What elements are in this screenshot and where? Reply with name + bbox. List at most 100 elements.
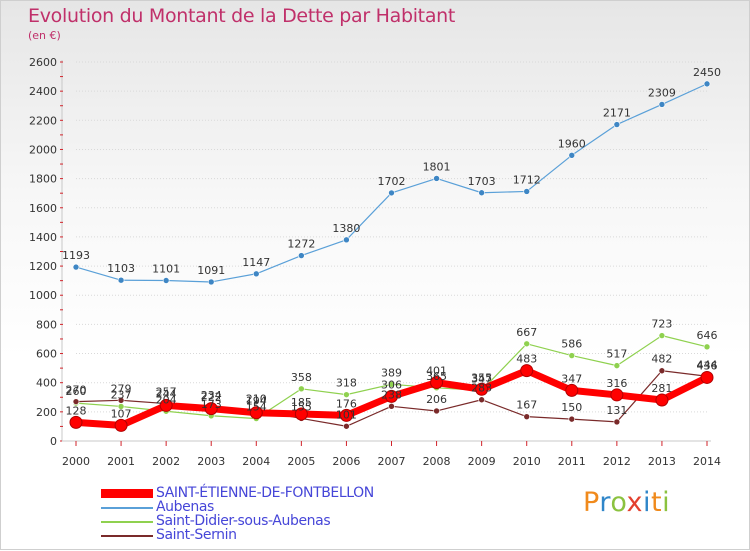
data-point: [613, 418, 621, 426]
chart-subtitle: (en €): [28, 29, 61, 42]
data-point: [298, 252, 305, 259]
data-point: [613, 362, 621, 369]
data-label: 204: [156, 393, 177, 406]
y-tick-label: 800: [36, 318, 57, 331]
data-label: 244: [156, 387, 177, 400]
x-tick-label: 2004: [242, 455, 270, 468]
data-point: [249, 406, 263, 420]
data-point: [433, 175, 440, 182]
data-label: 154: [246, 401, 267, 414]
data-label: 238: [381, 388, 402, 401]
x-tick-label: 2006: [332, 455, 360, 468]
data-label: 206: [426, 393, 447, 406]
data-label: 482: [651, 353, 672, 366]
data-point: [658, 367, 666, 375]
proxiti-logo: Proxiti: [583, 487, 671, 518]
y-tick-label: 2000: [29, 143, 57, 156]
data-label: 358: [291, 371, 312, 384]
data-point: [69, 415, 83, 429]
data-label: 389: [381, 366, 402, 379]
data-point: [613, 121, 621, 128]
data-label: 194: [246, 395, 267, 408]
data-point: [385, 389, 398, 403]
data-label: 279: [111, 382, 132, 395]
data-label: 1147: [242, 256, 270, 269]
data-point: [204, 402, 218, 416]
data-label: 667: [516, 326, 537, 339]
y-tick-label: 2400: [29, 85, 57, 98]
data-label: 347: [561, 372, 582, 385]
legend-item: Saint-Sernin: [101, 527, 441, 543]
y-tick-label: 1200: [29, 260, 57, 273]
data-label: 237: [111, 388, 132, 401]
data-label: 483: [516, 353, 537, 366]
data-label: 131: [606, 404, 627, 417]
data-label: 306: [381, 378, 402, 391]
y-tick-label: 1000: [29, 289, 57, 302]
data-point: [339, 408, 353, 422]
data-label: 281: [651, 382, 672, 395]
x-tick-label: 2009: [468, 455, 496, 468]
data-point: [568, 352, 576, 359]
data-label: 128: [66, 404, 87, 417]
y-tick-label: 400: [36, 377, 57, 390]
legend-swatch: [101, 521, 153, 523]
data-label: 1091: [197, 264, 225, 277]
data-label: 107: [111, 407, 132, 420]
data-label: 167: [516, 399, 537, 412]
data-label: 1272: [287, 238, 315, 251]
data-label: 173: [201, 398, 222, 411]
legend-label: Saint-Sernin: [156, 527, 237, 543]
y-tick-label: 1400: [29, 231, 57, 244]
data-label: 1960: [558, 137, 586, 150]
data-label: 185: [291, 396, 312, 409]
x-tick-label: 2001: [107, 455, 135, 468]
data-label: 270: [66, 384, 87, 397]
data-point: [162, 277, 170, 284]
legend-label: Saint-Didier-sous-Aubenas: [156, 513, 331, 529]
data-label: 260: [66, 385, 87, 398]
data-label: 150: [561, 401, 582, 414]
data-label: 1101: [152, 263, 180, 276]
x-tick-label: 2013: [648, 455, 676, 468]
chart-title: Evolution du Montant de la Dette par Hab…: [28, 5, 456, 27]
y-tick-label: 0: [50, 435, 57, 448]
data-point: [207, 278, 215, 286]
data-point: [117, 276, 125, 284]
legend-swatch: [101, 535, 153, 537]
data-label: 401: [426, 365, 447, 378]
data-label: 210: [246, 392, 267, 405]
data-point: [117, 397, 125, 404]
data-point: [343, 236, 350, 244]
data-label: 1380: [332, 222, 360, 235]
data-point: [523, 340, 531, 348]
data-label: 1702: [378, 175, 406, 188]
legend-item: Aubenas: [101, 499, 441, 515]
data-point: [475, 382, 489, 396]
legend-swatch: [101, 507, 153, 509]
data-point: [703, 80, 711, 88]
data-point: [568, 415, 576, 423]
data-point: [252, 270, 260, 278]
data-point: [298, 385, 305, 393]
y-tick-label: 2200: [29, 114, 57, 127]
data-label: 436: [697, 359, 718, 372]
legend-label: SAINT-ÉTIENNE-DE-FONTBELLON: [156, 485, 374, 501]
y-tick-label: 1800: [29, 173, 57, 186]
data-label: 586: [561, 338, 582, 351]
data-label: 234: [201, 389, 222, 402]
data-label: 2450: [693, 66, 721, 79]
data-point: [565, 383, 579, 397]
data-label: 155: [291, 400, 312, 413]
data-point: [610, 388, 624, 402]
x-tick-label: 2005: [287, 455, 315, 468]
data-label: 365: [426, 370, 447, 383]
data-point: [568, 151, 576, 159]
data-label: 176: [336, 397, 357, 410]
data-label: 1103: [107, 262, 135, 275]
data-point: [343, 391, 350, 398]
data-label: 318: [336, 377, 357, 390]
x-tick-label: 2000: [62, 455, 90, 468]
data-label: 347: [471, 372, 492, 385]
